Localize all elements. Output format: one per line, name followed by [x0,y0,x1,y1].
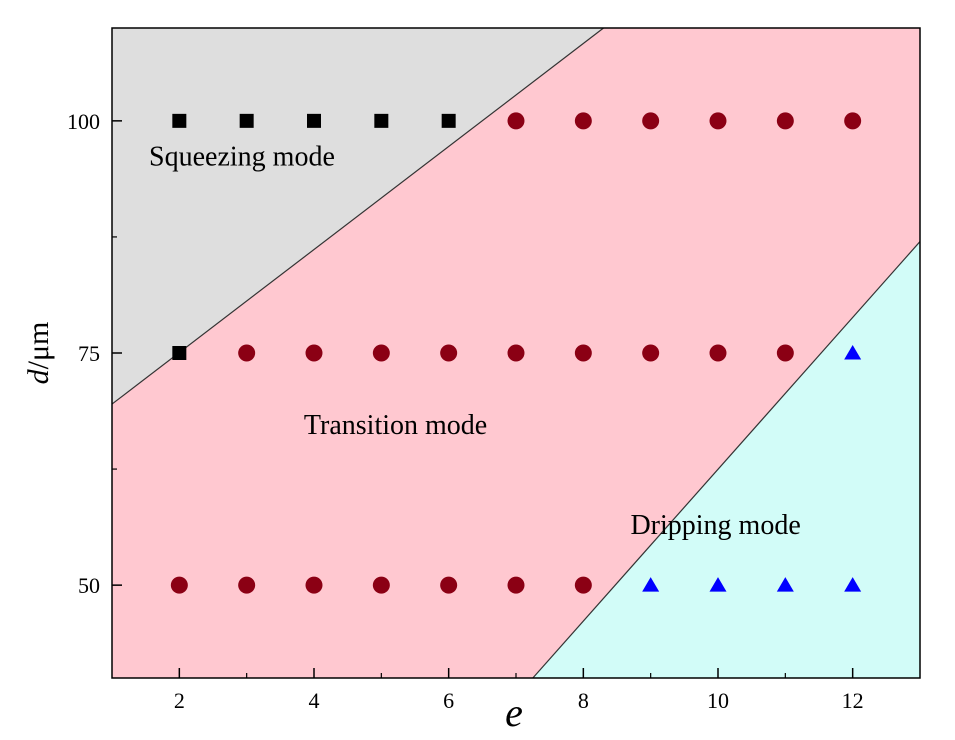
region-label: Dripping mode [630,510,800,541]
triangle-point [844,577,862,592]
circle-point [238,576,256,594]
circle-point [440,344,458,362]
circle-point [844,112,862,130]
circle-point [642,112,660,130]
circle-point [709,112,727,130]
boundary-line-1 [111,27,604,405]
circle-point [238,344,256,362]
triangle-point [776,577,794,592]
square-point [441,113,456,128]
circle-point [507,344,525,362]
region-labels: Squeezing mode Transition mode Dripping mo… [149,141,801,541]
square-point [172,113,187,128]
x-tick-label: 4 [309,688,320,713]
triangle-point [709,577,727,592]
y-tick-label: 75 [78,341,100,366]
y-axis-title: d/μm [22,322,55,385]
circle-point [507,112,525,130]
square-point [239,113,254,128]
y-axis-ticks: 50 75 100 [67,109,122,598]
x-tick-label: 8 [578,688,589,713]
triangle-point [642,577,660,592]
circle-point [642,344,660,362]
circle-point [372,576,390,594]
y-axis-unit: /μm [22,322,55,370]
circle-point [574,576,592,594]
x-axis-title: e [505,690,523,735]
x-tick-label: 12 [842,688,864,713]
triangle-point [844,345,862,360]
data-points [170,112,862,594]
x-tick-label: 2 [174,688,185,713]
circle-point [776,344,794,362]
square-point [307,113,321,128]
circle-point [709,344,727,362]
y-axis-symbol: d [22,368,55,384]
circle-point [305,576,323,594]
circle-point [372,344,390,362]
y-tick-label: 100 [67,109,100,134]
boundary-line-2 [532,241,921,679]
x-axis-ticks: 2 4 6 8 10 12 [174,668,864,713]
circle-point [776,112,794,130]
circle-point [305,344,323,362]
y-tick-label: 50 [78,573,100,598]
square-point [374,113,389,128]
region-label: Transition mode [304,410,487,441]
boundary-lines [111,27,921,679]
x-tick-label: 6 [443,688,454,713]
region-label: Squeezing mode [149,141,335,172]
circle-point [574,112,592,130]
circle-point [170,576,188,594]
circle-point [440,576,458,594]
circle-point [574,344,592,362]
x-tick-label: 10 [707,688,729,713]
square-point [172,346,187,360]
circle-point [507,576,525,594]
